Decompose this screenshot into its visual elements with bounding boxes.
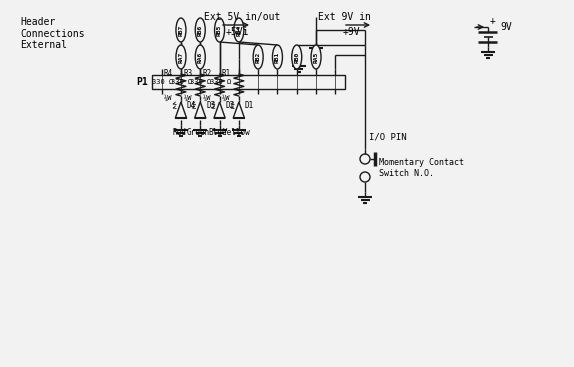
- Ellipse shape: [273, 45, 282, 69]
- Text: I/O PIN: I/O PIN: [369, 132, 406, 141]
- Text: Header
Connections
External: Header Connections External: [20, 17, 84, 50]
- Text: Blue: Blue: [208, 128, 227, 137]
- Text: +: +: [490, 16, 496, 26]
- Text: RA5: RA5: [313, 51, 319, 63]
- Text: Red: Red: [172, 128, 186, 137]
- Text: D2: D2: [226, 101, 235, 109]
- Text: D4: D4: [187, 101, 196, 109]
- Ellipse shape: [176, 45, 186, 69]
- Text: ¼W: ¼W: [164, 94, 173, 101]
- Text: 330 Ω: 330 Ω: [171, 79, 192, 85]
- Ellipse shape: [215, 18, 224, 42]
- Text: Green: Green: [187, 128, 210, 137]
- Ellipse shape: [292, 45, 302, 69]
- Ellipse shape: [195, 45, 205, 69]
- Text: Ext 5V in/out: Ext 5V in/out: [204, 12, 280, 22]
- Text: D3: D3: [206, 101, 215, 109]
- Ellipse shape: [195, 18, 205, 42]
- Text: RB7: RB7: [179, 24, 184, 36]
- Text: RB4: RB4: [236, 24, 241, 36]
- Text: +9V: +9V: [343, 27, 360, 37]
- Text: D1: D1: [245, 101, 254, 109]
- Text: R1: R1: [222, 69, 231, 78]
- Text: R4: R4: [164, 69, 173, 78]
- Ellipse shape: [234, 18, 244, 42]
- Text: 330 Ω: 330 Ω: [191, 79, 212, 85]
- Text: ¼W: ¼W: [222, 94, 231, 101]
- Text: +5Vi: +5Vi: [225, 27, 249, 37]
- Text: Yellow: Yellow: [223, 128, 251, 137]
- Text: RB2: RB2: [255, 51, 261, 63]
- Ellipse shape: [311, 45, 321, 69]
- Text: 330 Ω: 330 Ω: [210, 79, 231, 85]
- Bar: [152, 75, 345, 89]
- Text: Ext 9V in: Ext 9V in: [318, 12, 371, 22]
- Text: RA7: RA7: [179, 51, 184, 63]
- Text: RB5: RB5: [217, 24, 222, 36]
- Text: RB0: RB0: [294, 51, 299, 63]
- Text: 9V: 9V: [500, 22, 512, 32]
- Text: RB6: RB6: [198, 24, 203, 36]
- Text: ¼W: ¼W: [203, 94, 212, 101]
- Ellipse shape: [253, 45, 263, 69]
- Text: 330 Ω: 330 Ω: [152, 79, 173, 85]
- Text: RA6: RA6: [198, 51, 203, 63]
- Text: ¼W: ¼W: [184, 94, 192, 101]
- Text: Momentary Contact
Switch N.O.: Momentary Contact Switch N.O.: [379, 158, 464, 178]
- Text: R2: R2: [202, 69, 212, 78]
- Text: P1: P1: [136, 77, 148, 87]
- Text: RB1: RB1: [275, 51, 280, 63]
- Text: R3: R3: [183, 69, 192, 78]
- Ellipse shape: [176, 18, 186, 42]
